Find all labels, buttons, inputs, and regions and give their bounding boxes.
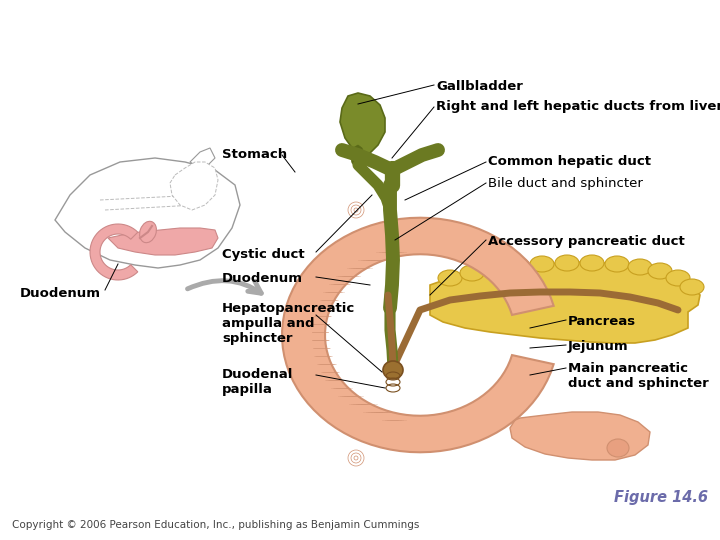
Ellipse shape — [580, 255, 604, 271]
Ellipse shape — [666, 270, 690, 286]
Text: Cystic duct: Cystic duct — [222, 248, 305, 261]
Polygon shape — [108, 228, 218, 255]
Ellipse shape — [438, 270, 462, 286]
Polygon shape — [282, 218, 554, 453]
Text: Accessory pancreatic duct: Accessory pancreatic duct — [488, 235, 685, 248]
Text: Pancreas: Pancreas — [568, 315, 636, 328]
Ellipse shape — [555, 255, 579, 271]
Ellipse shape — [460, 265, 484, 281]
Text: Duodenal
papilla: Duodenal papilla — [222, 368, 293, 396]
Text: Common hepatic duct: Common hepatic duct — [488, 155, 651, 168]
Text: Stomach: Stomach — [222, 148, 287, 161]
Ellipse shape — [383, 361, 403, 379]
Ellipse shape — [506, 258, 530, 274]
Polygon shape — [510, 412, 650, 460]
Text: Duodenum: Duodenum — [20, 287, 101, 300]
Polygon shape — [170, 162, 218, 210]
Text: Bile duct and sphincter: Bile duct and sphincter — [488, 177, 643, 190]
Ellipse shape — [140, 221, 156, 242]
Ellipse shape — [628, 259, 652, 275]
Polygon shape — [190, 148, 215, 168]
Text: Hepatopancreatic
ampulla and
sphincter: Hepatopancreatic ampulla and sphincter — [222, 302, 355, 345]
Ellipse shape — [605, 256, 629, 272]
Ellipse shape — [530, 256, 554, 272]
Polygon shape — [430, 262, 700, 343]
Ellipse shape — [680, 279, 704, 295]
Polygon shape — [55, 158, 240, 268]
Text: Gallbladder: Gallbladder — [436, 80, 523, 93]
Ellipse shape — [607, 439, 629, 457]
Polygon shape — [340, 93, 385, 165]
Ellipse shape — [483, 261, 507, 277]
Text: Right and left hepatic ducts from liver: Right and left hepatic ducts from liver — [436, 100, 720, 113]
Text: Duodenum: Duodenum — [222, 272, 303, 285]
Ellipse shape — [648, 263, 672, 279]
Text: Main pancreatic
duct and sphincter: Main pancreatic duct and sphincter — [568, 362, 708, 390]
Text: Copyright © 2006 Pearson Education, Inc., publishing as Benjamin Cummings: Copyright © 2006 Pearson Education, Inc.… — [12, 520, 419, 530]
Text: Jejunum: Jejunum — [568, 340, 629, 353]
Text: Figure 14.6: Figure 14.6 — [614, 490, 708, 505]
Polygon shape — [90, 224, 138, 280]
Polygon shape — [350, 145, 365, 168]
